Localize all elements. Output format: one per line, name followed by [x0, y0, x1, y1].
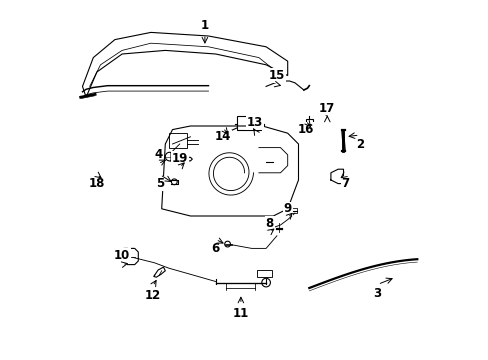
Bar — [305, 119, 312, 133]
Text: 11: 11 — [232, 307, 248, 320]
Text: 19: 19 — [171, 152, 187, 165]
Text: 8: 8 — [265, 217, 273, 230]
Text: 18: 18 — [88, 177, 105, 190]
Text: 4: 4 — [154, 148, 162, 161]
Text: 12: 12 — [144, 289, 161, 302]
Bar — [237, 116, 260, 130]
Text: 15: 15 — [268, 69, 285, 82]
Bar — [168, 133, 186, 148]
Text: 3: 3 — [373, 287, 381, 300]
Text: 17: 17 — [319, 102, 335, 114]
Text: 5: 5 — [156, 177, 163, 190]
Text: 1: 1 — [201, 19, 208, 32]
Text: 7: 7 — [341, 177, 348, 190]
Text: 16: 16 — [297, 123, 313, 136]
Text: 2: 2 — [355, 138, 363, 150]
Text: 6: 6 — [211, 242, 220, 255]
Text: 9: 9 — [283, 202, 291, 215]
Bar — [257, 270, 271, 277]
Text: 14: 14 — [214, 130, 231, 143]
Text: 10: 10 — [114, 249, 130, 262]
Text: 13: 13 — [246, 116, 263, 129]
